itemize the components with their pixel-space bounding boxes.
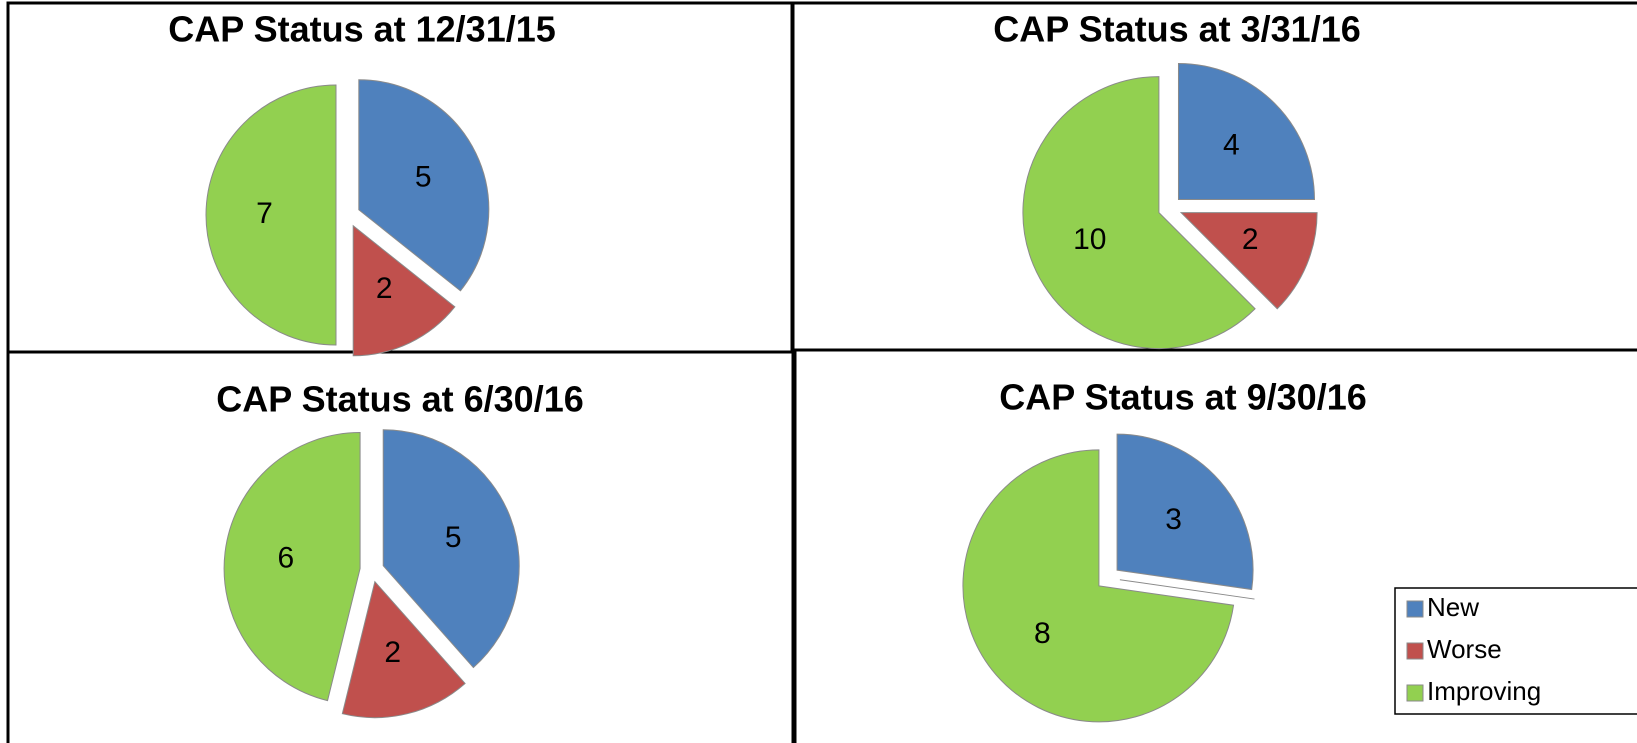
legend-label: Worse (1427, 634, 1502, 664)
pie-slice (1116, 433, 1254, 591)
pie-slice (382, 429, 520, 669)
panel-border (6, 350, 795, 743)
pie-slice (962, 449, 1235, 723)
pie-slice (1177, 63, 1315, 201)
pie-slice (1119, 579, 1255, 600)
chart-title: CAP Status at 12/31/15 (168, 9, 556, 50)
pie-slice (205, 84, 337, 346)
pie-slice (352, 224, 456, 357)
chart-title: CAP Status at 6/30/16 (216, 379, 584, 420)
chart-title: CAP Status at 3/31/16 (993, 9, 1361, 50)
legend-swatch (1406, 600, 1424, 618)
data-label: 3 (1165, 503, 1182, 536)
data-label: 4 (1223, 129, 1240, 162)
panel-border (793, 348, 1637, 743)
legend-label: Improving (1427, 676, 1541, 706)
pie-slice (223, 432, 361, 702)
data-label: 5 (415, 161, 432, 194)
chart-title: CAP Status at 9/30/16 (999, 377, 1367, 418)
legend-swatch (1406, 684, 1424, 702)
legend-label: New (1427, 592, 1479, 622)
legend-box (1394, 587, 1637, 715)
data-label: 10 (1073, 223, 1106, 256)
data-label: 2 (1242, 223, 1259, 256)
pie-slice (358, 79, 490, 292)
pie-slice (1022, 76, 1256, 350)
pie-slice (341, 580, 466, 719)
legend-swatch (1406, 642, 1424, 660)
data-label: 6 (277, 541, 294, 574)
data-label: 2 (376, 272, 393, 305)
data-label: 5 (445, 521, 462, 554)
data-label: 7 (256, 197, 273, 230)
pie-slice (1179, 212, 1318, 310)
data-label: 2 (384, 636, 401, 669)
data-label: 8 (1034, 617, 1051, 650)
